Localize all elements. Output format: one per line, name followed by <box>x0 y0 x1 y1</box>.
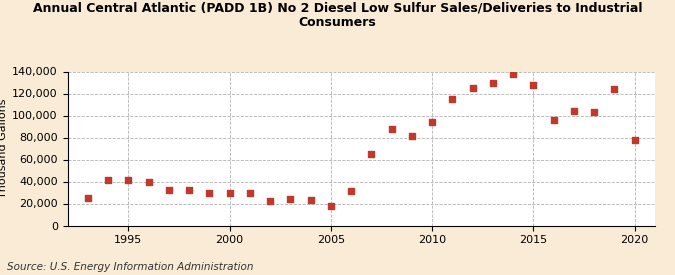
Point <box>548 118 559 122</box>
Point <box>244 190 255 195</box>
Point <box>163 188 174 192</box>
Point <box>103 178 113 183</box>
Point <box>568 109 579 113</box>
Point <box>447 97 458 101</box>
Point <box>427 120 437 124</box>
Text: Annual Central Atlantic (PADD 1B) No 2 Diesel Low Sulfur Sales/Deliveries to Ind: Annual Central Atlantic (PADD 1B) No 2 D… <box>33 1 642 29</box>
Point <box>305 198 316 202</box>
Point <box>143 179 154 184</box>
Point <box>609 87 620 91</box>
Point <box>285 197 296 201</box>
Point <box>528 82 539 87</box>
Text: Source: U.S. Energy Information Administration: Source: U.S. Energy Information Administ… <box>7 262 253 272</box>
Point <box>224 190 235 195</box>
Point <box>589 110 599 114</box>
Point <box>325 204 336 208</box>
Point <box>346 189 356 194</box>
Point <box>386 126 397 131</box>
Point <box>467 86 478 90</box>
Point <box>184 188 194 192</box>
Point <box>123 178 134 183</box>
Point <box>629 138 640 142</box>
Point <box>82 196 93 200</box>
Point <box>406 134 417 139</box>
Point <box>265 199 275 204</box>
Point <box>508 72 518 76</box>
Point <box>204 190 215 195</box>
Point <box>487 80 498 85</box>
Point <box>366 152 377 156</box>
Y-axis label: Thousand Gallons: Thousand Gallons <box>0 99 8 198</box>
